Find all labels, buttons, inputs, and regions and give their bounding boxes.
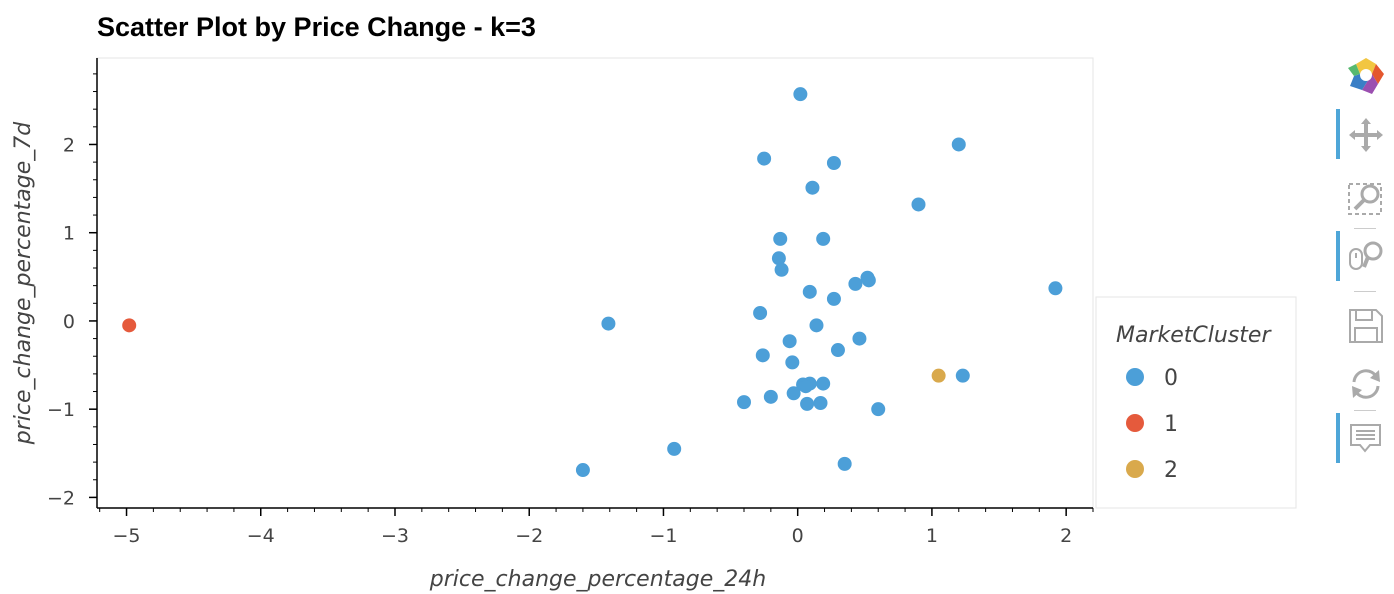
x-tick-label: 2 [1060,525,1072,547]
data-point-cluster-0[interactable] [601,316,616,331]
data-point-cluster-0[interactable] [802,284,817,299]
x-axis-title: price_change_percentage_24h [429,567,766,592]
plot-frame [96,57,1094,509]
data-point-cluster-0[interactable] [837,456,852,471]
data-point-cluster-0[interactable] [774,262,789,277]
data-point-cluster-0[interactable] [736,395,751,410]
data-point-cluster-0[interactable] [800,396,815,411]
data-point-cluster-0[interactable] [830,343,845,358]
data-point-cluster-0[interactable] [826,156,841,170]
data-point-cluster-0[interactable] [871,402,886,417]
data-point-cluster-0[interactable] [852,331,867,346]
data-point-cluster-0[interactable] [773,231,788,246]
data-point-cluster-0[interactable] [826,291,841,306]
x-tick-label: −1 [649,525,677,547]
wheel-zoom-icon [1349,241,1383,270]
data-point-cluster-0[interactable] [955,368,970,383]
data-point-cluster-0[interactable] [793,87,808,102]
data-point-cluster-0[interactable] [848,276,863,291]
data-point-cluster-0[interactable] [911,197,926,212]
data-point-cluster-0[interactable] [786,386,801,401]
chart-title: Scatter Plot by Price Change - k=3 [97,12,536,42]
toolbar-separator [1354,410,1376,411]
data-point-cluster-0[interactable] [782,334,797,349]
data-point-cluster-0[interactable] [785,355,800,370]
wheel-zoom-tool[interactable] [1334,231,1394,281]
legend-title: MarketCluster [1116,323,1272,348]
data-point-cluster-0[interactable] [816,376,831,391]
y-tick-label: −2 [47,487,75,509]
data-point-cluster-0[interactable] [575,463,590,478]
legend-swatch [1126,414,1144,432]
x-tick-label: 0 [792,525,804,547]
legend-swatch [1126,460,1144,478]
bokeh-logo-icon[interactable] [1334,50,1394,100]
x-tick-label: −5 [113,525,141,547]
data-point-cluster-0[interactable] [951,137,966,152]
box-zoom-icon [1348,183,1382,215]
x-tick-label: −2 [515,525,543,547]
pan-tool[interactable] [1334,109,1394,159]
data-point-cluster-0[interactable] [753,306,768,320]
toolbar-separator [1354,291,1376,292]
box-zoom-tool[interactable] [1334,172,1394,222]
data-point-cluster-0[interactable] [805,180,820,195]
save-icon [1349,309,1383,343]
y-tick-label: 2 [63,134,75,156]
data-point-cluster-0[interactable] [809,318,824,333]
data-point-cluster-0[interactable] [755,348,770,363]
data-point-cluster-0[interactable] [771,251,786,266]
y-tick-label: −1 [47,399,75,421]
hover-icon [1350,424,1381,453]
data-point-cluster-1[interactable] [122,318,137,333]
legend-label: 0 [1164,366,1178,391]
data-point-cluster-0[interactable] [763,389,778,404]
axes: −5 −4 −3 −2 −1 0 1 2 −2 −1 0 1 2 [47,58,1094,547]
save-tool[interactable] [1334,300,1394,350]
y-tick-label: 0 [63,311,75,333]
x-tick-label: 1 [926,525,938,547]
pan-icon [1349,118,1383,152]
reset-icon [1352,369,1380,399]
data-point-cluster-0[interactable] [757,151,772,166]
legend-items: 0 1 2 [1126,366,1178,483]
x-tick-label: −3 [381,525,409,547]
legend-label: 2 [1164,458,1178,483]
legend-swatch [1126,368,1144,386]
reset-tool[interactable] [1334,358,1394,408]
data-point-cluster-0[interactable] [861,273,876,288]
data-point-cluster-0[interactable] [1048,281,1063,296]
data-point-cluster-0[interactable] [667,441,682,456]
toolbar [1334,50,1394,490]
y-tick-label: 1 [63,223,75,245]
data-point-cluster-2[interactable] [931,368,946,383]
data-points[interactable] [122,87,1063,478]
x-tick-label: −4 [247,525,275,547]
data-point-cluster-0[interactable] [798,379,813,394]
data-point-cluster-0[interactable] [813,396,828,410]
legend-label: 1 [1164,412,1178,437]
y-axis-title: price_change_percentage_7d [11,121,36,445]
toolbar-separator [1354,228,1376,229]
scatter-plot[interactable]: −5 −4 −3 −2 −1 0 1 2 −2 −1 0 1 2 price_change_percen… [0,0,1334,594]
data-point-cluster-0[interactable] [816,231,831,246]
hover-tool[interactable] [1334,413,1394,463]
